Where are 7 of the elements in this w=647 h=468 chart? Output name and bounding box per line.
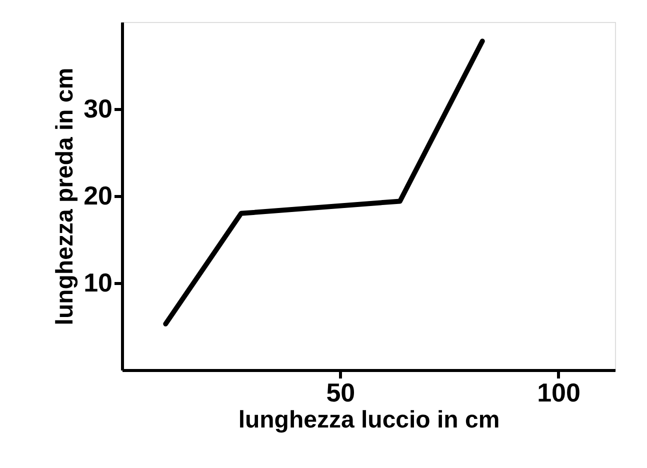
y-tick-label: 30: [84, 94, 112, 124]
y-tick-label: 20: [84, 180, 112, 210]
x-tick-label: 50: [326, 378, 356, 408]
x-tick-label: 100: [537, 378, 580, 408]
y-axis-title: lunghezza preda in cm: [52, 68, 79, 326]
y-tick-label: 10: [84, 268, 112, 298]
x-axis-title: lunghezza luccio in cm: [238, 406, 500, 434]
